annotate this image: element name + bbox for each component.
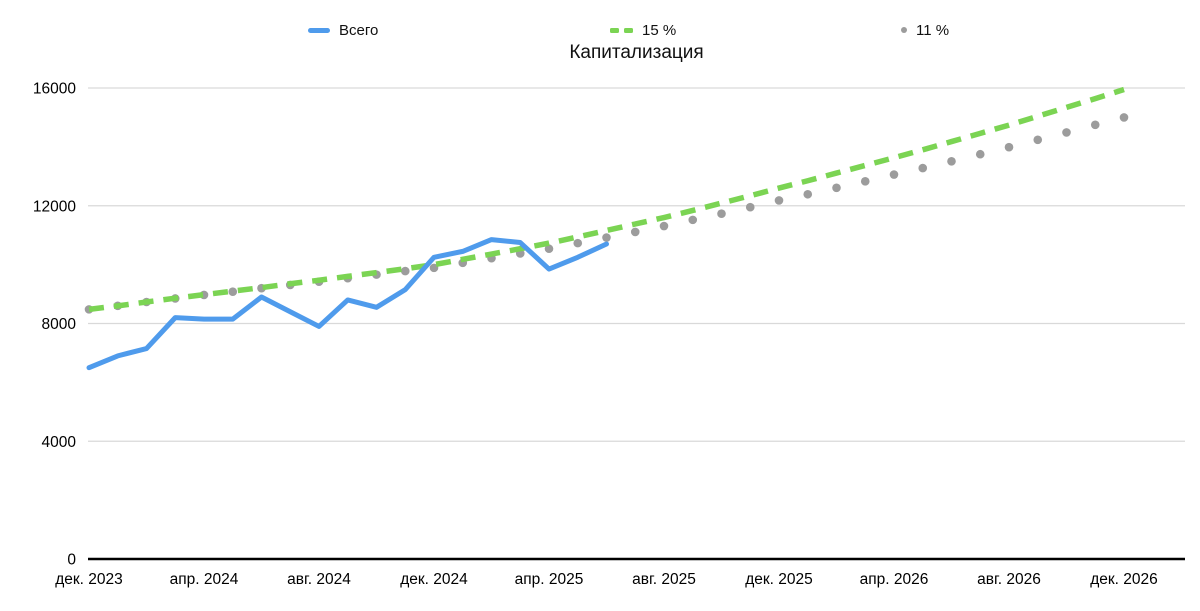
- series-11pct-dot: [630, 227, 640, 237]
- chart-title: Капитализация: [569, 42, 704, 63]
- series-11pct-dot: [400, 266, 410, 276]
- x-axis-tick-label: дек. 2026: [1090, 571, 1158, 588]
- y-axis-tick-label: 12000: [33, 198, 76, 215]
- series-11pct-dot: [573, 238, 583, 248]
- series-11pct-dot: [860, 177, 870, 186]
- series-11pct-dot: [1062, 128, 1071, 137]
- series-11pct-dot: [544, 244, 554, 254]
- series-11pct-dot: [717, 209, 726, 218]
- x-axis-tick-label: апр. 2025: [515, 571, 584, 588]
- x-axis-tick-label: дек. 2025: [745, 571, 813, 588]
- x-axis-tick-label: апр. 2026: [860, 571, 929, 588]
- x-axis-tick-label: апр. 2024: [170, 571, 239, 588]
- series-11pct-dot: [602, 233, 611, 242]
- series-11pct-dot: [774, 196, 784, 205]
- y-axis-tick-label: 8000: [42, 316, 77, 333]
- y-axis-tick-label: 16000: [33, 81, 76, 98]
- legend-item-15pct: 15 %: [610, 20, 676, 40]
- series-11pct-dot: [745, 202, 755, 212]
- legend-item-11pct: 11 %: [901, 20, 949, 40]
- legend-item-total: Всего: [308, 20, 378, 40]
- x-axis-tick-label: авг. 2024: [287, 571, 351, 588]
- series-11pct-dot: [803, 189, 813, 199]
- series-11pct-dot: [975, 149, 985, 159]
- series-11pct-dot: [688, 215, 698, 225]
- dot-swatch: [901, 27, 907, 33]
- solid-line-swatch: [308, 27, 330, 33]
- series-11pct-dot: [1004, 142, 1014, 152]
- y-axis-tick-label: 4000: [42, 434, 77, 451]
- x-axis-tick-label: авг. 2026: [977, 571, 1041, 588]
- y-axis-tick-label: 0: [67, 552, 76, 569]
- x-axis-tick-label: дек. 2023: [55, 571, 123, 588]
- dashed-line-swatch: [610, 27, 633, 33]
- series-11pct-dot: [889, 170, 899, 179]
- series-11pct-dot: [1090, 120, 1100, 130]
- x-axis-tick-label: авг. 2025: [632, 571, 696, 588]
- x-axis-tick-label: дек. 2024: [400, 571, 468, 588]
- series-11pct-dot: [659, 221, 669, 231]
- series-11pct-dot: [918, 163, 928, 173]
- legend-label-15pct: 15 %: [642, 21, 677, 39]
- series-11pct-dot: [429, 263, 439, 273]
- series-11pct-dot: [228, 287, 238, 297]
- legend-label-11pct: 11 %: [916, 21, 950, 39]
- series-11pct-dot: [1119, 113, 1129, 122]
- series-total-line: [86, 237, 609, 371]
- series-11pct-dot: [947, 156, 956, 166]
- series-11pct-dot: [832, 183, 841, 193]
- series-11pct-dot: [1033, 135, 1043, 145]
- legend-label-total: Всего: [339, 21, 379, 39]
- series-15pct-line: [88, 86, 1125, 313]
